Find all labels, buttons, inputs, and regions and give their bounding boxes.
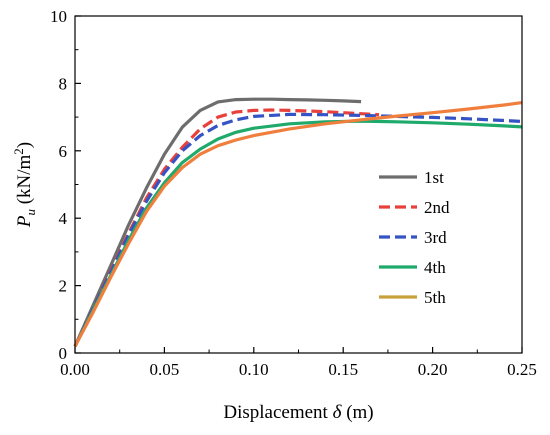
y-axis-title-unit-close: ) [14, 142, 35, 148]
legend: 1st 2nd 3rd 4th 5th [379, 168, 450, 307]
y-axis-title-unit-superscript: 2 [11, 148, 26, 155]
y-tick-label: 10 [50, 7, 67, 26]
y-tick-label: 0 [59, 344, 68, 363]
y-axis-title-symbol: P [14, 215, 35, 228]
series-line-3 [73, 112, 523, 347]
y-axis-title-subscript: u [23, 209, 38, 216]
series-line-5 [73, 101, 523, 348]
legend-label-5: 5th [424, 288, 446, 307]
legend-label-4: 4th [424, 258, 446, 277]
y-tick-label: 8 [59, 74, 68, 93]
x-tick-label: 0.25 [507, 360, 537, 379]
x-tick-label: 0.00 [60, 360, 90, 379]
x-axis-title-unit: (m) [341, 402, 373, 423]
y-axis-title: Pu (kN/m2) [11, 142, 38, 228]
legend-label-2: 2nd [424, 198, 450, 217]
series-line-1 [73, 97, 362, 347]
plot-lines [73, 97, 523, 348]
y-axis-title-unit: (kN/m [14, 154, 35, 209]
series-line-2 [73, 108, 380, 347]
x-tick-label: 0.15 [328, 360, 358, 379]
x-axis-title: Displacement δ (m) [223, 402, 373, 423]
legend-label-1: 1st [424, 168, 444, 187]
axis-ticks [74, 15, 523, 354]
y-tick-label: 6 [59, 142, 68, 161]
plot-frame [74, 15, 523, 354]
series-line-4 [73, 119, 523, 348]
axis-tick-labels: 0.00 0.05 0.10 0.15 0.20 0.25 0 2 4 6 8 10 [50, 7, 537, 379]
y-tick-label: 4 [59, 209, 68, 228]
x-tick-label: 0.10 [239, 360, 269, 379]
x-axis-title-symbol: δ [333, 402, 343, 423]
legend-label-3: 3rd [424, 228, 447, 247]
y-tick-label: 2 [59, 277, 68, 296]
x-tick-label: 0.20 [418, 360, 448, 379]
x-tick-label: 0.05 [150, 360, 180, 379]
x-axis-title-main: Displacement [223, 402, 332, 423]
